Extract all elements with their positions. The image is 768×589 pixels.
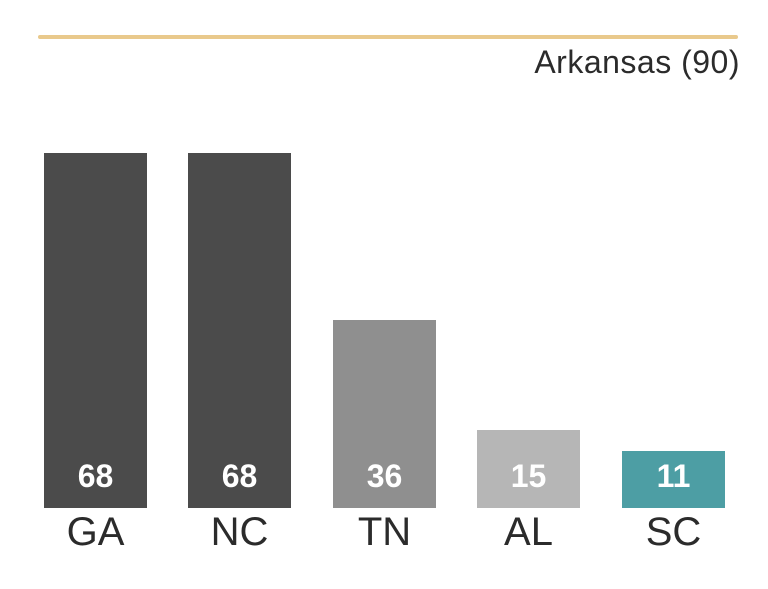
axis-label-sc: SC	[645, 510, 702, 554]
bar-value-label-tn: 36	[366, 458, 403, 494]
chart-title: Arkansas (90)	[534, 44, 740, 80]
bar-tn: 36	[333, 320, 436, 508]
axis-label-nc: NC	[210, 510, 269, 554]
bar-nc: 68	[188, 153, 291, 508]
axis-label-tn: TN	[357, 510, 412, 554]
bar-value-label-ga: 68	[77, 458, 114, 494]
bar-al: 15	[477, 430, 580, 508]
axis-label-ga: GA	[66, 510, 125, 554]
header-rule	[38, 35, 738, 39]
bar-value-label-al: 15	[510, 458, 547, 494]
bar-sc: 11	[622, 451, 725, 508]
bar-value-label-sc: 11	[656, 458, 691, 494]
axis-label-al: AL	[504, 510, 553, 554]
bar-ga: 68	[44, 153, 147, 508]
bar-value-label-nc: 68	[221, 458, 258, 494]
